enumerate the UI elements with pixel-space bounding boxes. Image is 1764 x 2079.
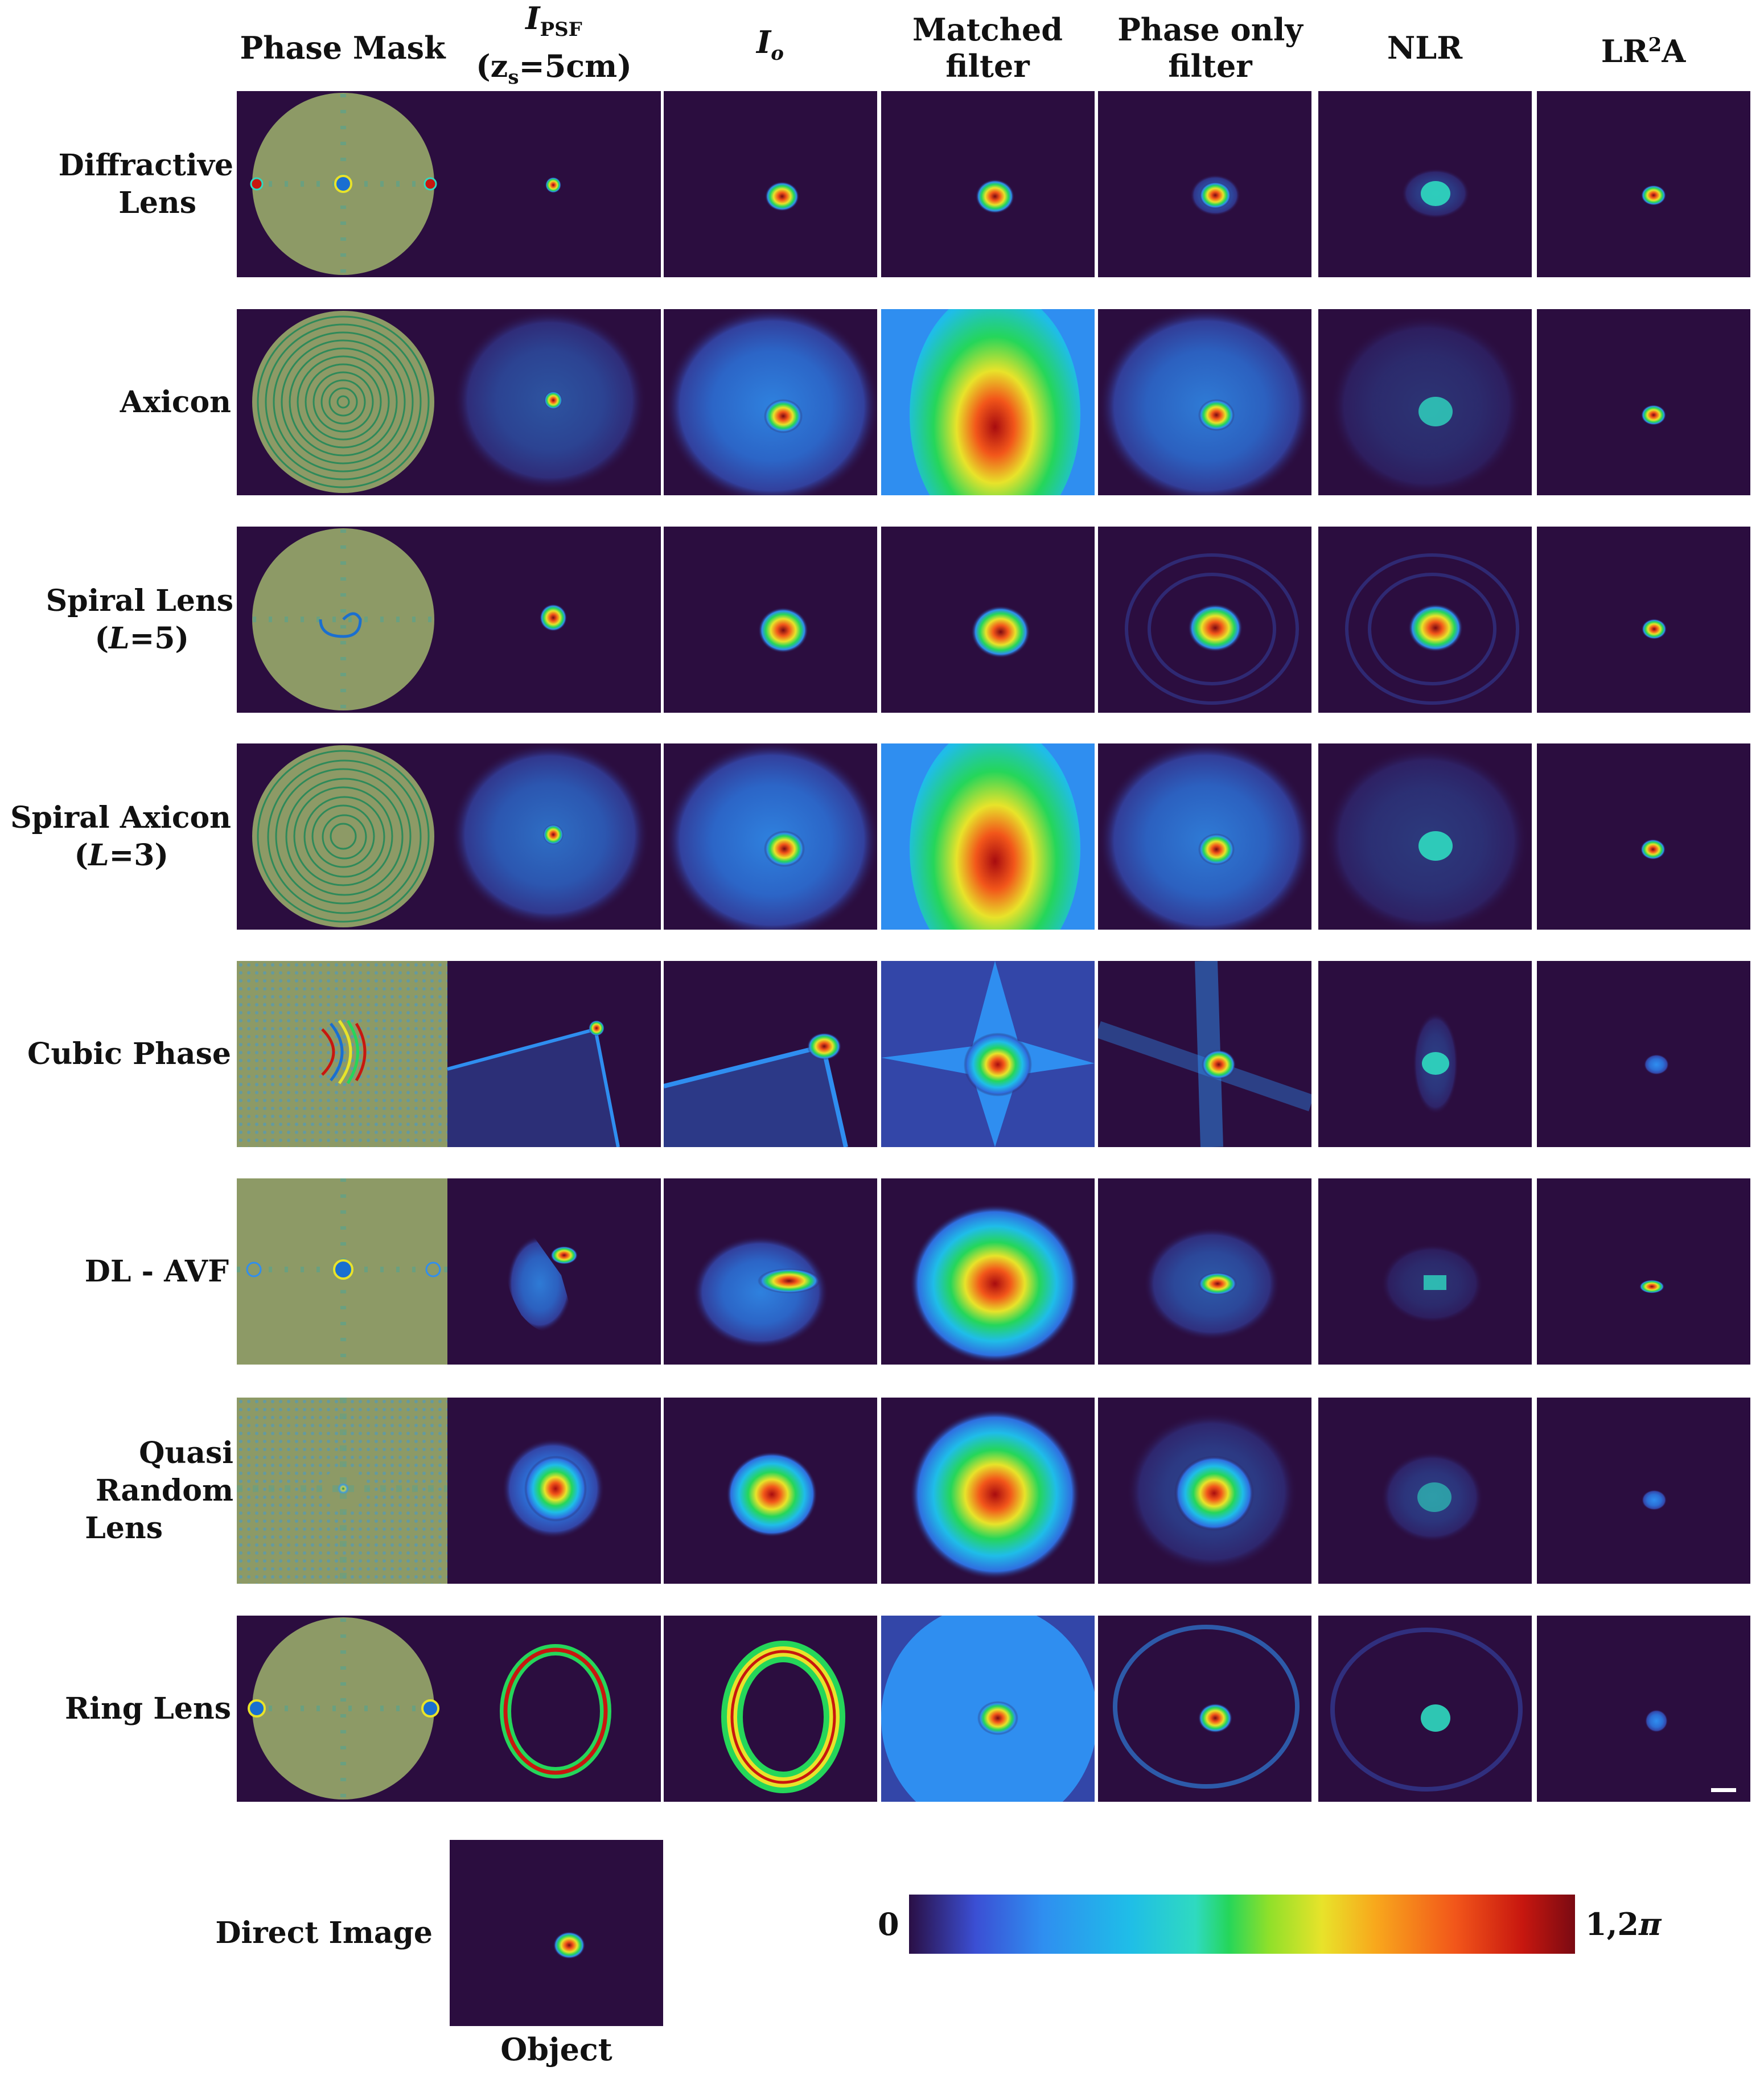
ring-lens-matched-filter <box>881 1616 1095 1802</box>
quasi-random-lens-io <box>664 1398 877 1584</box>
spiral-lens-io <box>664 527 877 713</box>
ring-lens-phase-only-filter <box>1098 1616 1311 1802</box>
spiral-lens-lr2a <box>1537 527 1750 713</box>
row-label-diffractive-lens: Diffractive Lens <box>58 147 233 220</box>
row-label-quasi-random-lens: Quasi Random Lens <box>85 1435 233 1546</box>
spiral-axicon-ipsf <box>447 743 661 930</box>
ring-lens-phase-mask <box>237 1616 450 1802</box>
quasi-random-lens-lr2a <box>1537 1398 1750 1584</box>
diffractive-lens-phase-only-filter <box>1098 91 1311 277</box>
quasi-random-lens-matched-filter <box>881 1398 1095 1584</box>
column-header-ipsf-symbol: IPSF <box>525 0 582 41</box>
colorbar <box>909 1895 1575 1954</box>
spiral-lens-phase-mask <box>237 527 450 713</box>
column-header-lr2a: LR2A <box>1601 32 1686 69</box>
spiral-axicon-phase-mask <box>237 743 450 930</box>
dl-avf-lr2a <box>1537 1178 1750 1365</box>
spiral-lens-nlr <box>1318 527 1532 713</box>
ring-lens-nlr <box>1318 1616 1532 1802</box>
axicon-io <box>664 309 877 495</box>
column-header-io-symbol: Io <box>756 24 784 65</box>
spiral-lens-matched-filter <box>881 527 1095 713</box>
colorbar-min-label: 0 <box>878 1906 899 1942</box>
row-label-cubic-phase: Cubic Phase <box>27 1036 231 1071</box>
column-header-phase-mask: Phase Mask <box>237 8 449 88</box>
diffractive-lens-ipsf <box>447 91 661 277</box>
column-header-ipsf-condition: (zs=5cm) <box>476 48 632 89</box>
spiral-axicon-phase-only-filter <box>1098 743 1311 930</box>
quasi-random-lens-ipsf <box>447 1398 661 1584</box>
spiral-axicon-nlr <box>1318 743 1532 930</box>
dl-avf-phase-only-filter <box>1098 1178 1311 1365</box>
dl-avf-io <box>664 1178 877 1365</box>
spiral-axicon-io <box>664 743 877 930</box>
cubic-phase-phase-mask <box>237 961 450 1147</box>
diffractive-lens-phase-mask <box>237 91 450 277</box>
dl-avf-nlr <box>1318 1178 1532 1365</box>
column-header-phase-only-filter: Phase only filter <box>1117 11 1303 84</box>
column-header-io: Io <box>664 8 877 88</box>
axicon-lr2a <box>1537 309 1750 495</box>
quasi-random-lens-nlr <box>1318 1398 1532 1584</box>
dl-avf-ipsf <box>447 1178 661 1365</box>
axicon-phase-only-filter <box>1098 309 1311 495</box>
dl-avf-matched-filter <box>881 1178 1095 1365</box>
cubic-phase-matched-filter <box>881 961 1095 1147</box>
cubic-phase-ipsf <box>447 961 661 1147</box>
cubic-phase-nlr <box>1318 961 1532 1147</box>
cubic-phase-io <box>664 961 877 1147</box>
column-header-nlr: NLR <box>1387 30 1463 66</box>
row-label-direct-image: Direct Image <box>215 1915 433 1950</box>
row-label-spiral-axicon: Spiral Axicon (L=3) <box>10 800 231 873</box>
spiral-lens-phase-only-filter <box>1098 527 1311 713</box>
row-label-spiral-lens: Spiral Lens (L=5) <box>46 583 233 656</box>
spiral-axicon-lr2a <box>1537 743 1750 930</box>
cubic-phase-lr2a <box>1537 961 1750 1147</box>
row-label-ring-lens: Ring Lens <box>65 1691 231 1726</box>
quasi-random-lens-phase-only-filter <box>1098 1398 1311 1584</box>
object-caption: Object <box>500 2031 612 2068</box>
diffractive-lens-io <box>664 91 877 277</box>
quasi-random-lens-phase-mask <box>237 1398 450 1584</box>
diffractive-lens-matched-filter <box>881 91 1095 277</box>
axicon-phase-mask <box>237 309 450 495</box>
column-header-ipsf: IPSF (zs=5cm) <box>447 0 660 89</box>
ring-lens-io <box>664 1616 877 1802</box>
scale-bar <box>1711 1788 1736 1792</box>
cubic-phase-phase-only-filter <box>1098 961 1311 1147</box>
spiral-lens-ipsf <box>447 527 661 713</box>
colorbar-max-label: 1,2π <box>1585 1906 1662 1942</box>
diffractive-lens-nlr <box>1318 91 1532 277</box>
row-label-dl-avf: DL - AVF <box>84 1254 229 1289</box>
axicon-ipsf <box>447 309 661 495</box>
row-label-axicon: Axicon <box>120 384 231 420</box>
direct-image-object <box>450 1840 663 2026</box>
column-header-matched-filter: Matched filter <box>912 11 1063 84</box>
ring-lens-ipsf <box>447 1616 661 1802</box>
diffractive-lens-lr2a <box>1537 91 1750 277</box>
ring-lens-lr2a <box>1537 1616 1750 1802</box>
spiral-axicon-matched-filter <box>881 743 1095 930</box>
axicon-matched-filter <box>881 309 1095 495</box>
dl-avf-phase-mask <box>237 1178 450 1365</box>
column-header-phase-mask-label: Phase Mask <box>240 30 446 66</box>
axicon-nlr <box>1318 309 1532 495</box>
